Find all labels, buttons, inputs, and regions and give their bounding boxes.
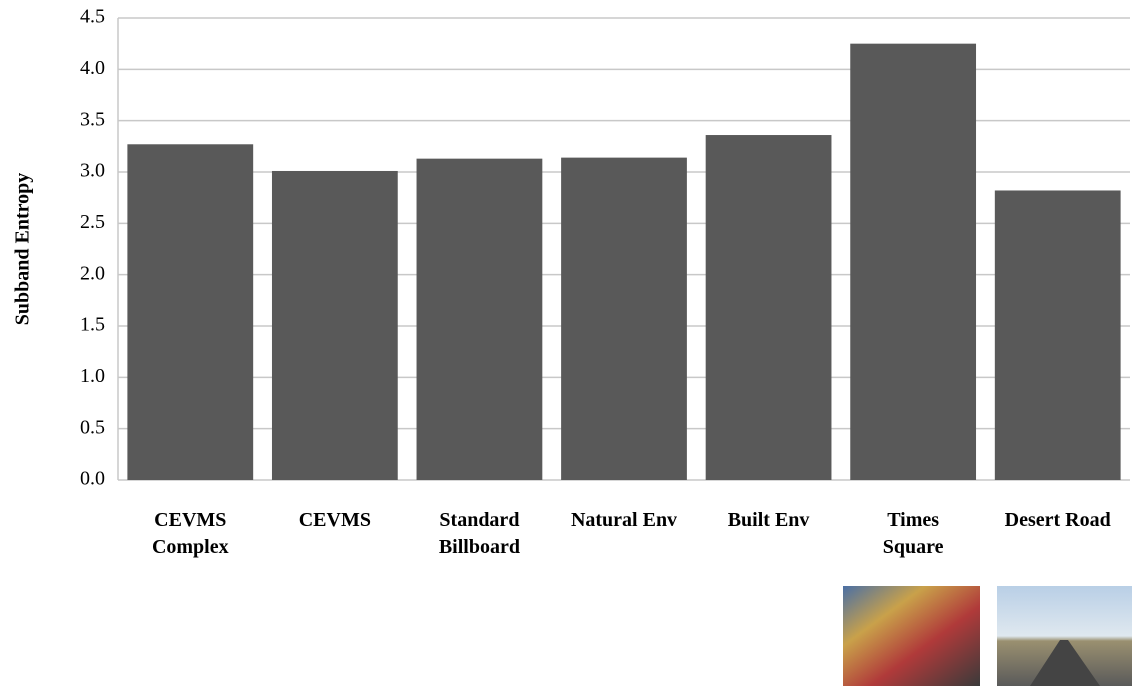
x-tick-label: CEVMS Complex [151,509,229,558]
x-tick-label: Built Env [727,509,810,531]
bar [994,190,1121,481]
x-tick-label: Standard Billboard [438,509,520,558]
y-tick-label: 3.5 [80,108,105,130]
bar [561,157,687,481]
times-square-photo [843,586,980,686]
x-tick-label: Desert Road [1004,509,1111,531]
x-tick-label: Natural Env [570,509,678,531]
bar [850,43,977,481]
bar [705,135,832,481]
y-tick-label: 2.5 [80,211,105,233]
y-tick-label: 3.0 [80,160,105,182]
road [1030,640,1100,686]
x-tick-label: CEVMS [298,509,371,531]
y-tick-label: 1.0 [80,365,105,387]
y-tick-label: 4.0 [80,57,105,79]
y-tick-label: 0.0 [80,468,105,490]
x-tick-label: Times Square [882,509,944,558]
bar [271,170,398,480]
bar [127,144,254,480]
y-tick-label: 1.5 [80,314,105,336]
y-axis-title: Subband Entropy [12,173,34,326]
y-tick-label: 0.5 [80,416,105,438]
bar [416,158,543,481]
y-tick-label: 4.5 [80,6,105,28]
y-tick-label: 2.0 [80,262,105,284]
